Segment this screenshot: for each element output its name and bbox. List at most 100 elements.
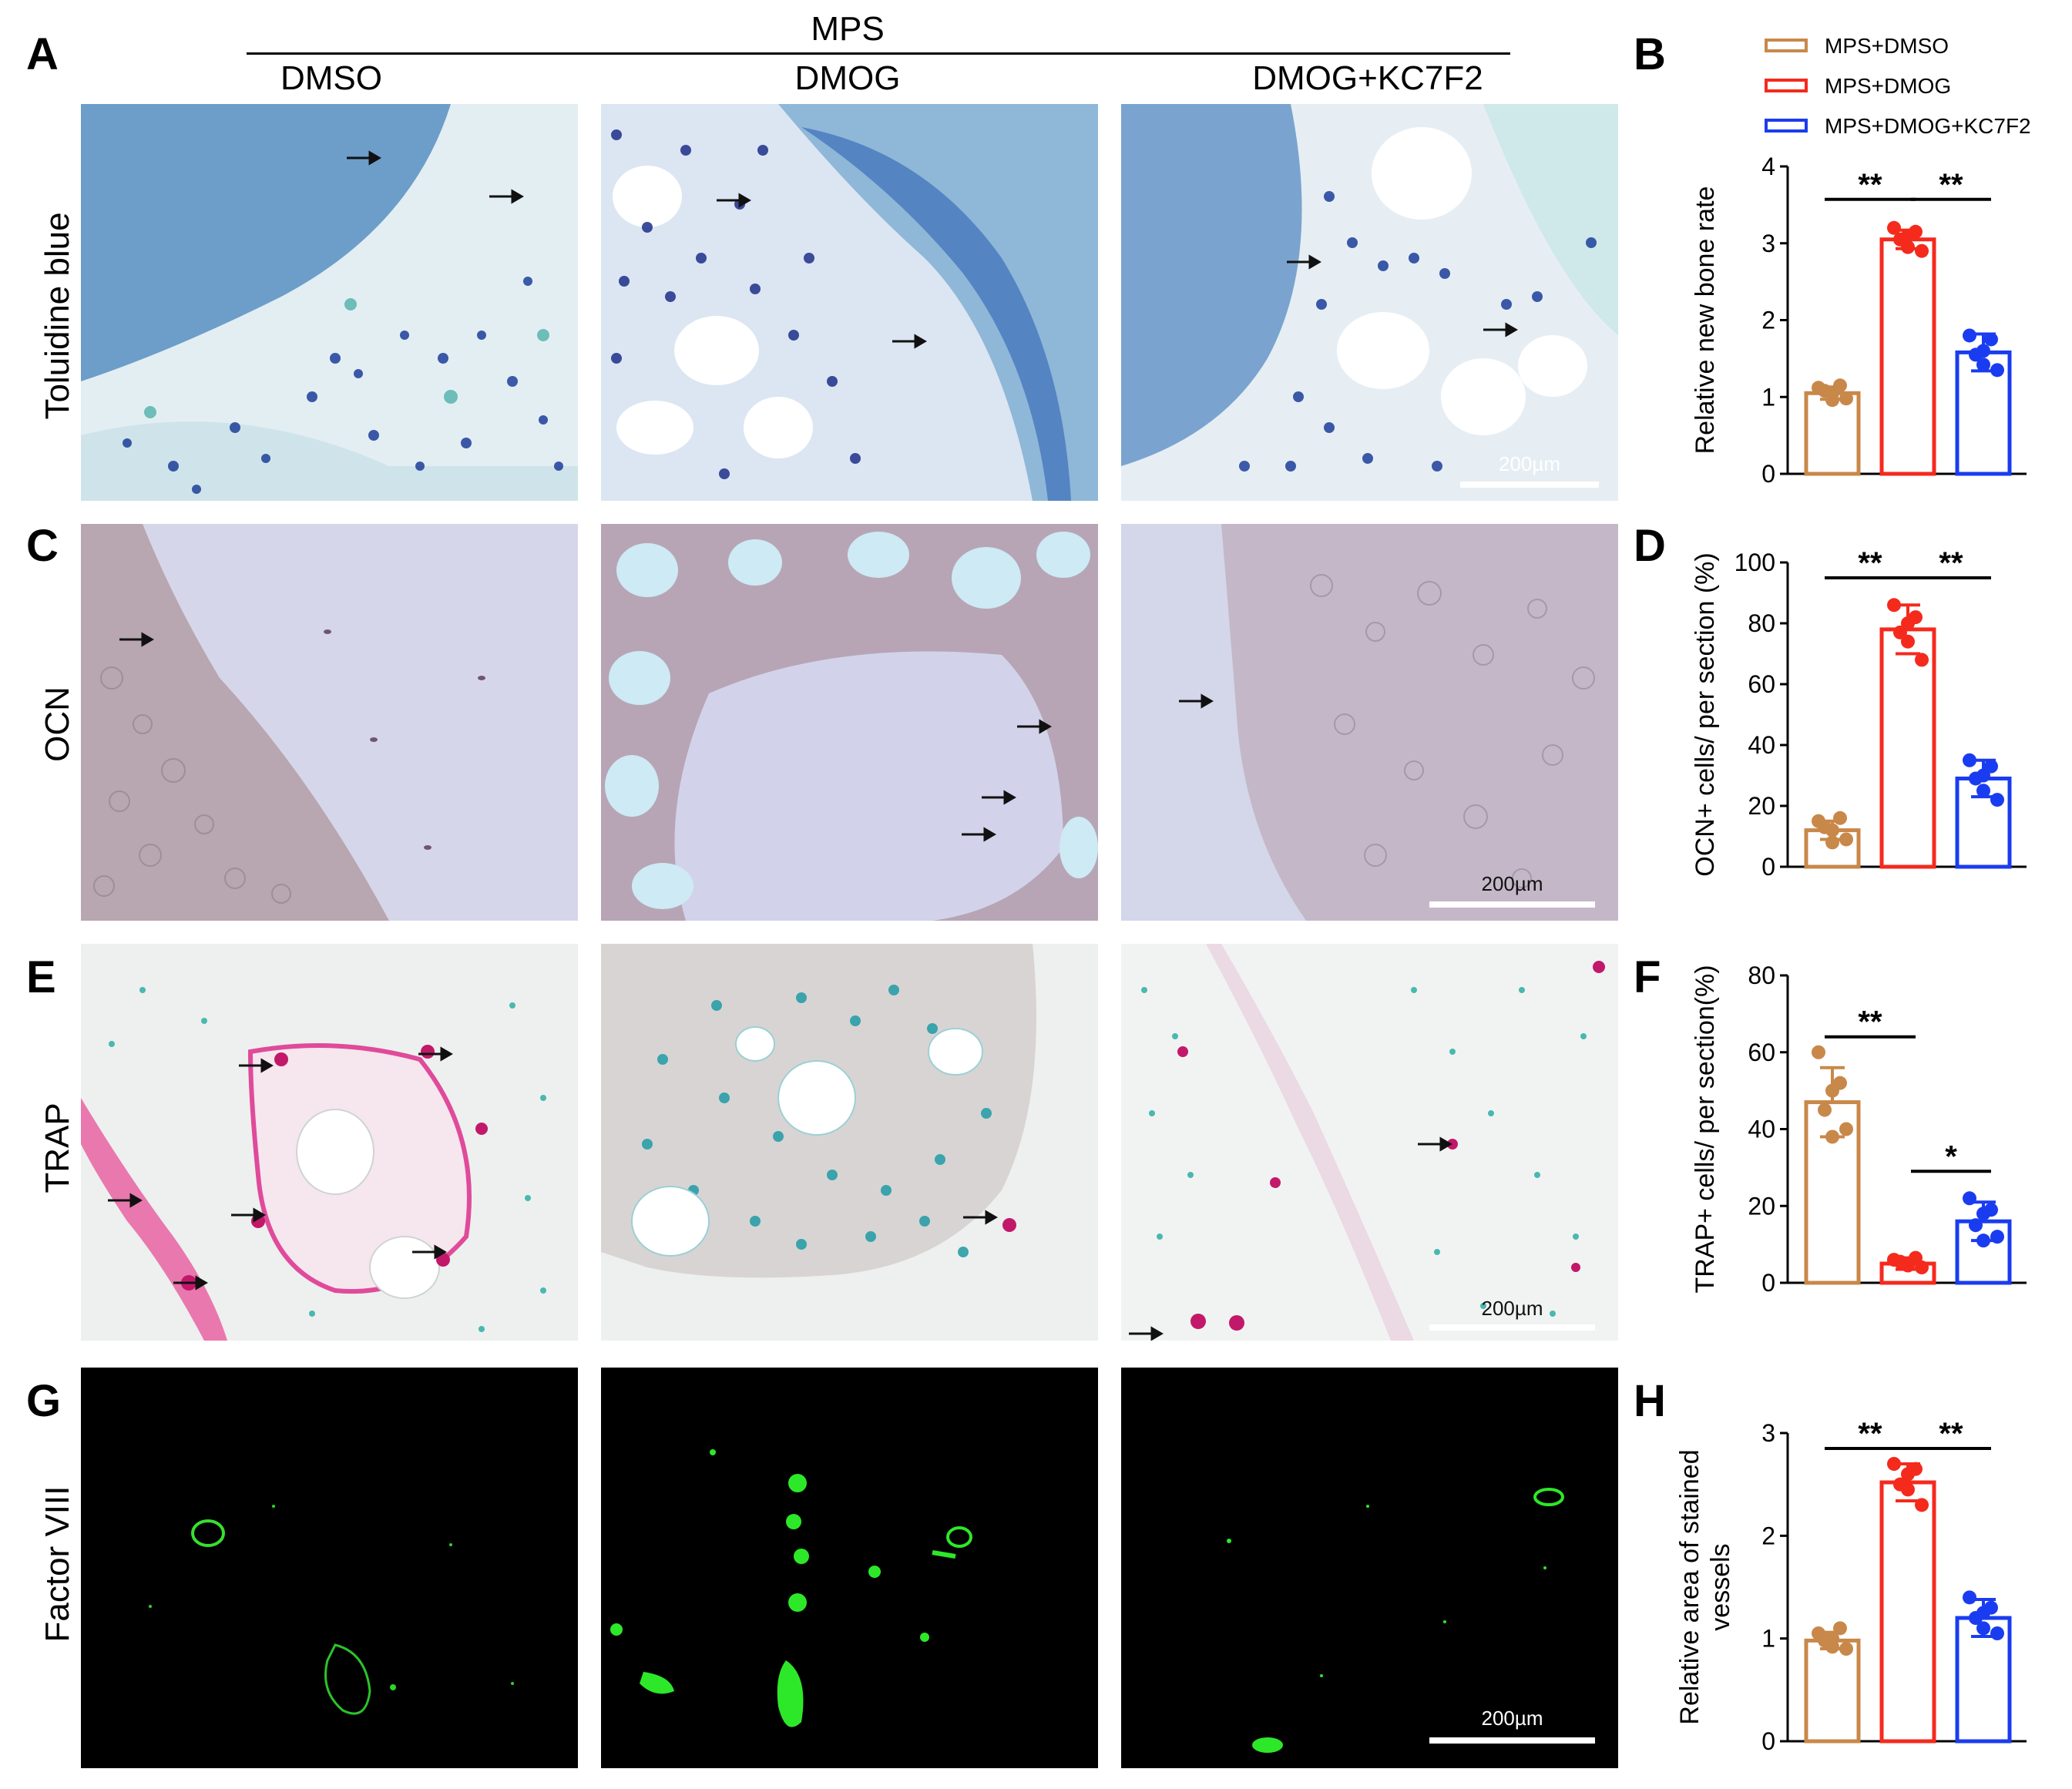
data-point xyxy=(1901,1482,1915,1497)
chart-d-ocn-cells: 0 20 40 60 80 100 OCN+ cells/ per section (%) *… xyxy=(1680,539,2065,894)
data-point xyxy=(1887,220,1901,235)
legend-label-dmog: MPS+DMOG xyxy=(1825,74,1952,98)
micrograph-toluidine-dmso xyxy=(81,104,578,501)
scale-bar-row-c xyxy=(1429,901,1595,908)
panel-letter-e: E xyxy=(26,952,56,1002)
y-axis-label: Relative new bone rate xyxy=(1691,186,1720,455)
column-label-dmog-kc7f2: DMOG+KC7F2 xyxy=(1252,59,1483,97)
data-point xyxy=(1909,610,1923,625)
y-axis-label: TRAP+ cells/ per section(%) xyxy=(1691,965,1720,1293)
data-point xyxy=(1915,653,1929,667)
panel-letter-b: B xyxy=(1634,29,1666,79)
data-point xyxy=(1839,832,1853,847)
y-axis-label: OCN+ cells/ per section (%) xyxy=(1691,552,1720,876)
data-point xyxy=(1833,1621,1847,1636)
data-point xyxy=(1963,753,1976,767)
y-tick-label: 40 xyxy=(1748,1116,1775,1143)
data-point xyxy=(1990,363,2004,378)
y-tick-label: 0 xyxy=(1761,460,1775,488)
scale-bar-row-a xyxy=(1460,482,1599,488)
panel-letter-h: H xyxy=(1634,1376,1666,1426)
data-point xyxy=(1901,634,1915,649)
data-point xyxy=(1990,1230,2004,1244)
scale-bar-row-e xyxy=(1429,1324,1595,1331)
bar-2 xyxy=(1879,627,1936,869)
data-point xyxy=(1839,1122,1853,1136)
y-tick-label: 60 xyxy=(1748,670,1775,698)
micrograph-ocn-dmog-kc7f2: 200µm xyxy=(1121,524,1618,921)
data-point xyxy=(1984,332,1998,347)
data-point xyxy=(1969,347,1983,362)
scale-label-row-g: 200µm xyxy=(1481,1707,1543,1730)
row-label-ocn: OCN xyxy=(39,686,76,762)
bar-3 xyxy=(1955,1219,2012,1285)
data-point xyxy=(1833,1076,1847,1090)
micrograph-trap-dmso xyxy=(81,944,578,1341)
data-point xyxy=(1901,1258,1915,1273)
micrograph-trap-dmog-kc7f2: 200µm xyxy=(1121,944,1618,1341)
data-point xyxy=(1839,1642,1853,1656)
significance-label: ** xyxy=(1858,546,1882,580)
data-point xyxy=(1825,393,1839,408)
micrograph-factor-viii-dmog-kc7f2: 200µm xyxy=(1121,1368,1618,1768)
micrograph-factor-viii-dmog xyxy=(601,1368,1098,1768)
chart-b-new-bone-rate: 0 1 2 3 4 Relative new bone rate ** ** xyxy=(1680,146,2065,501)
significance-label: ** xyxy=(1858,1005,1882,1039)
legend-swatch-dmog-kc7f2 xyxy=(1765,119,1808,133)
data-point xyxy=(1984,1203,1998,1217)
data-point xyxy=(1969,1218,1983,1233)
data-point xyxy=(1969,1611,1983,1625)
y-tick-label: 2 xyxy=(1761,1522,1775,1549)
data-point xyxy=(1909,224,1923,239)
y-tick-label: 80 xyxy=(1748,962,1775,989)
scale-label-row-c: 200µm xyxy=(1481,872,1543,895)
data-point xyxy=(1963,328,1976,343)
y-tick-label: 60 xyxy=(1748,1039,1775,1066)
group-divider-line xyxy=(247,52,1510,55)
y-tick-label: 2 xyxy=(1761,307,1775,334)
micrograph-ocn-dmog xyxy=(601,524,1098,921)
legend-swatch-dmog xyxy=(1765,79,1808,92)
y-tick-label: 0 xyxy=(1761,1269,1775,1297)
data-point xyxy=(1984,759,1998,774)
chart-h-vessel-area: 0 1 2 3 Relative area of stained vessels ** ** xyxy=(1675,1417,2065,1764)
data-point xyxy=(1833,378,1847,393)
data-point xyxy=(1901,240,1915,254)
significance-label: ** xyxy=(1939,1417,1963,1451)
data-point xyxy=(1825,1640,1839,1654)
panel-letter-f: F xyxy=(1634,952,1661,1002)
micrograph-ocn-dmso xyxy=(81,524,578,921)
panel-letter-a: A xyxy=(26,29,59,79)
y-tick-label: 20 xyxy=(1748,792,1775,820)
row-label-trap: TRAP xyxy=(39,1103,76,1193)
micrograph-factor-viii-dmso xyxy=(81,1368,578,1768)
significance-label: * xyxy=(1945,1140,1957,1173)
data-point xyxy=(1818,820,1832,834)
y-axis-label: vessels xyxy=(1706,1543,1735,1630)
data-point xyxy=(1990,793,2004,807)
legend-label-dmog-kc7f2: MPS+DMOG+KC7F2 xyxy=(1825,114,2031,138)
panel-letter-c: C xyxy=(26,521,59,571)
data-point xyxy=(1969,771,1983,786)
y-tick-label: 100 xyxy=(1735,549,1775,576)
micrograph-trap-dmog xyxy=(601,944,1098,1341)
legend-label-dmso: MPS+DMSO xyxy=(1825,34,1949,58)
data-point xyxy=(1825,835,1839,850)
y-tick-label: 0 xyxy=(1761,853,1775,881)
scale-label-row-a: 200µm xyxy=(1498,452,1561,475)
micrograph-toluidine-dmog-kc7f2: 200µm xyxy=(1121,104,1618,501)
group-label-mps: MPS xyxy=(811,10,885,48)
y-tick-label: 20 xyxy=(1748,1192,1775,1220)
data-point xyxy=(1984,1600,1998,1615)
scale-label-row-e: 200µm xyxy=(1481,1297,1543,1320)
data-point xyxy=(1887,598,1901,613)
data-point xyxy=(1818,384,1832,398)
row-label-toluidine-blue: Toluidine blue xyxy=(39,212,76,420)
bar-2 xyxy=(1879,237,1936,476)
data-point xyxy=(1963,1590,1976,1605)
data-point xyxy=(1915,1498,1929,1512)
data-point xyxy=(1833,811,1847,825)
significance-label: ** xyxy=(1858,1417,1882,1451)
data-point xyxy=(1887,1457,1901,1471)
data-point xyxy=(1812,1045,1825,1059)
